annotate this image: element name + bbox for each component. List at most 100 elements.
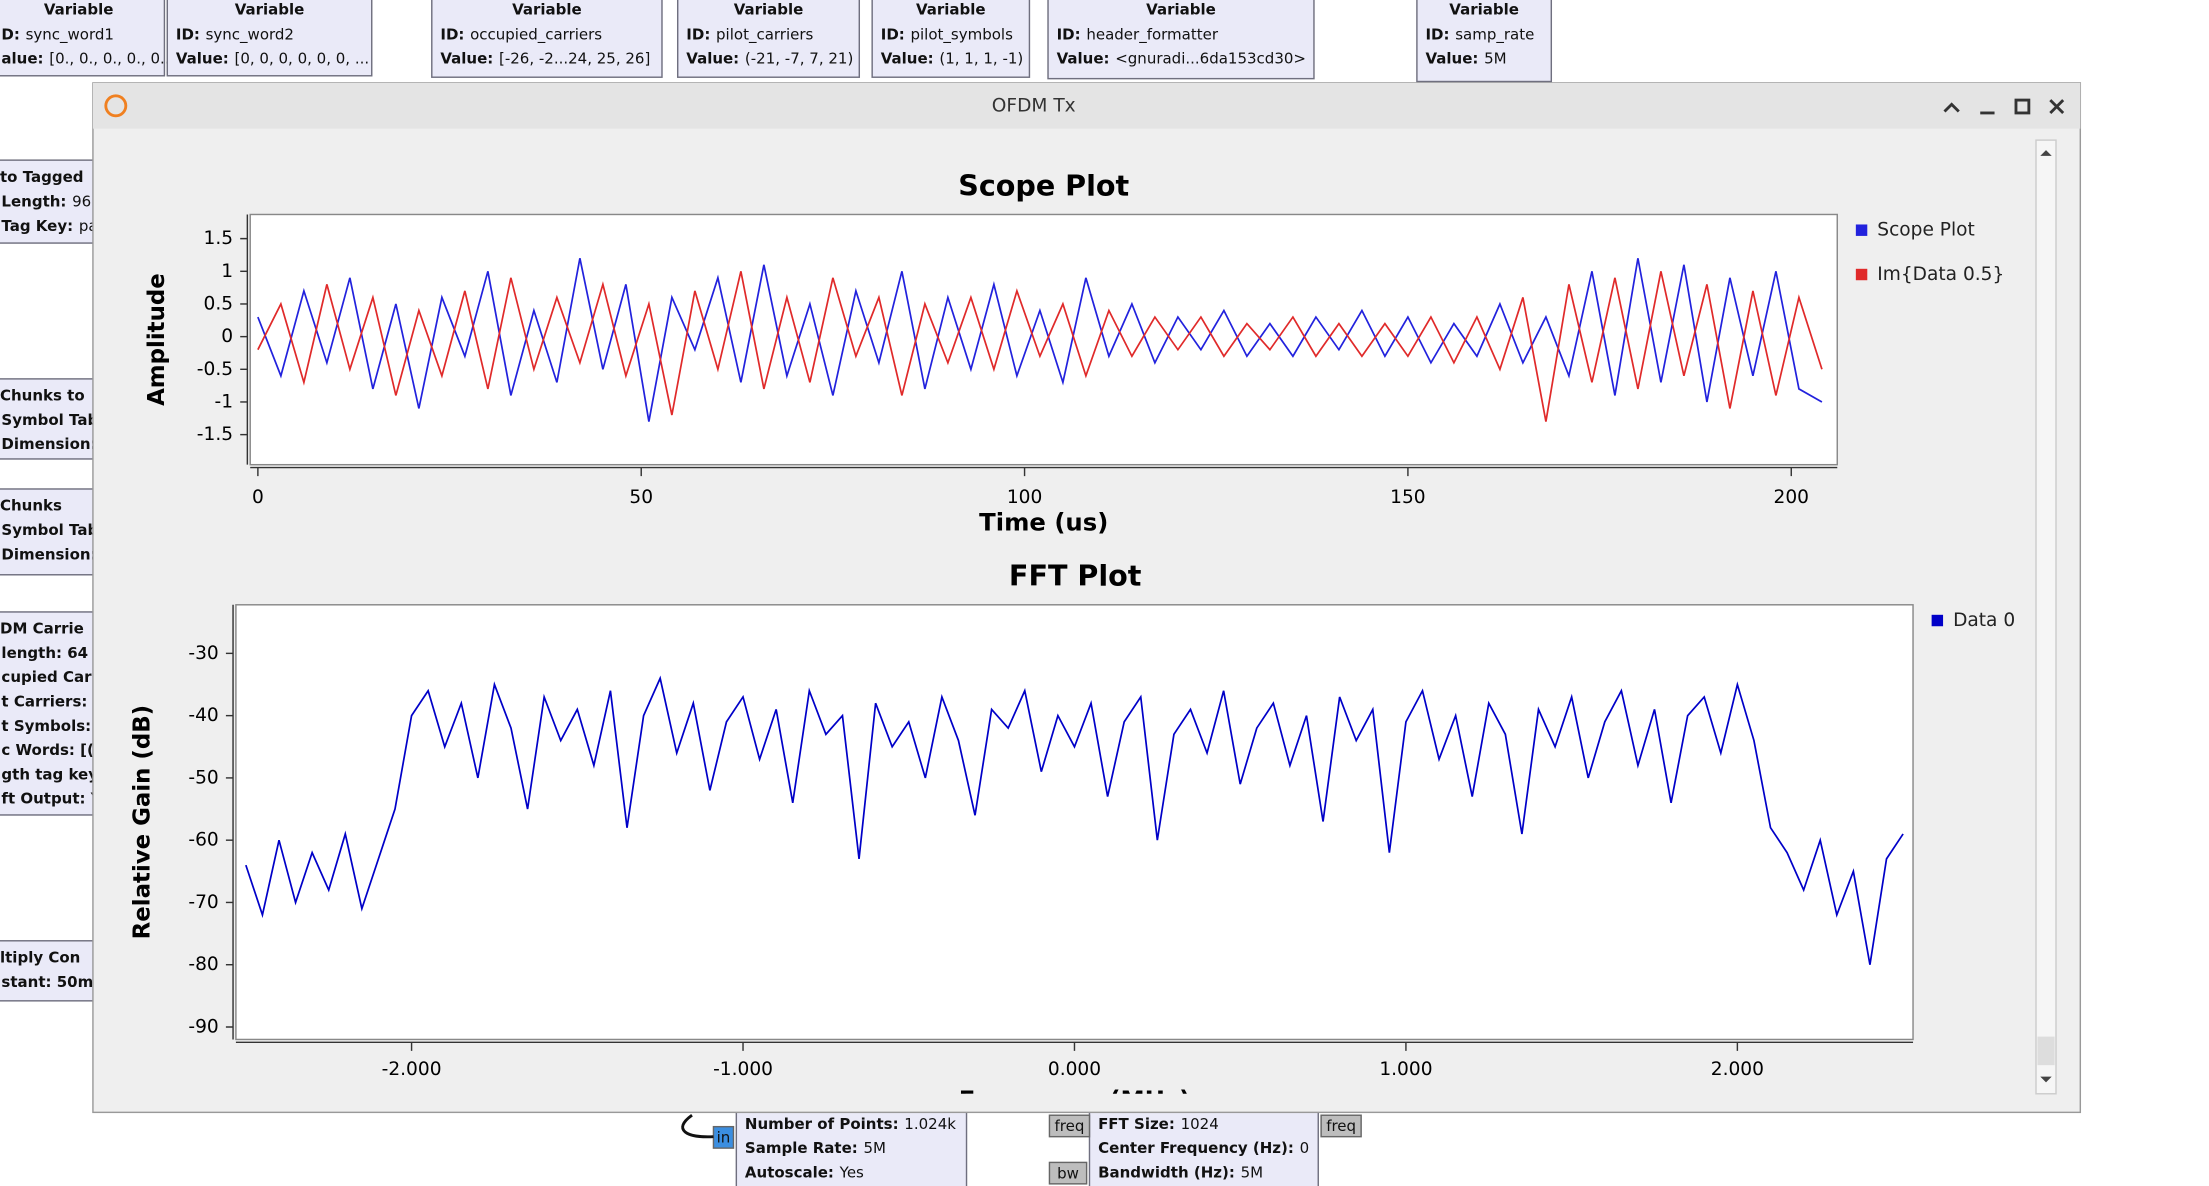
param-label: ID: bbox=[1057, 25, 1081, 43]
param-value: [0, 0, 0, 0, 0, 0, ... bbox=[234, 49, 369, 67]
param-label: Value: bbox=[176, 49, 229, 67]
block-line: ID: pilot_symbols bbox=[881, 25, 1013, 44]
block: Chunks Symbol Tab Dimension: bbox=[0, 488, 101, 576]
param-value: [-26, -2...24, 25, 26] bbox=[499, 49, 650, 67]
block-box bbox=[166, 0, 373, 77]
block-line: Symbol Tab bbox=[1, 411, 98, 429]
block-box bbox=[1047, 0, 1315, 80]
block-title: Variable bbox=[1449, 1, 1519, 19]
x-axis-label: Frequency (MHz) bbox=[959, 1085, 1191, 1114]
block: Variable ID: pilot_symbols Value: (1, 1, 1, … bbox=[871, 0, 1031, 78]
restore-button[interactable] bbox=[2014, 98, 2031, 115]
scrollbar-thumb[interactable] bbox=[2037, 1036, 2055, 1066]
x-tick-label: 200 bbox=[1774, 487, 1809, 508]
y-axis-label: Amplitude bbox=[144, 273, 170, 406]
legend-label: Scope Plot bbox=[1877, 220, 1975, 241]
param-label: Value: bbox=[1057, 49, 1110, 67]
block-title: to Tagged bbox=[0, 168, 84, 186]
x-tick-label: -2.000 bbox=[382, 1059, 442, 1080]
block-line: Value: <gnuradi...6da153cd30> bbox=[1057, 49, 1306, 67]
block-line: t Symbols: bbox=[1, 717, 91, 735]
block-box bbox=[871, 0, 1031, 78]
block-line: Bandwidth (Hz): 5M bbox=[1098, 1163, 1263, 1181]
block: DM Carrie length: 64 cupied Carr t Carriers… bbox=[0, 611, 103, 816]
block-line: Tag Key: pa bbox=[1, 216, 97, 234]
param-value: 5M bbox=[1484, 49, 1507, 67]
title-bar bbox=[92, 82, 2081, 129]
y-tick-label: 1.5 bbox=[204, 228, 234, 249]
param-value: Yes bbox=[839, 1163, 864, 1181]
series-line bbox=[257, 258, 1823, 422]
param-label: Bandwidth (Hz): bbox=[1098, 1163, 1235, 1181]
legend-swatch bbox=[1931, 614, 1944, 627]
param-label: D: bbox=[1, 25, 19, 43]
legend-label: Im{Data 0.5} bbox=[1877, 264, 2004, 285]
maximize-button[interactable] bbox=[1943, 102, 1960, 113]
param-label: Value: bbox=[881, 49, 934, 67]
param-value: [0., 0., 0., 0., 0... bbox=[49, 49, 174, 67]
block-box bbox=[1416, 0, 1553, 83]
plots: Scope Plot Amplitude Time (us) 1.5 1 0.5 0 -0.5… bbox=[129, 168, 2015, 1114]
param-value: <gnuradi...6da153cd30> bbox=[1115, 49, 1306, 67]
block-title: Variable bbox=[512, 1, 582, 19]
x-tick-label: 50 bbox=[629, 487, 653, 508]
block: Number of Points: 1.024k Sample Rate: 5M Aut… bbox=[712, 1100, 968, 1186]
scrollbar[interactable] bbox=[2035, 139, 2057, 1095]
block-line: Autoscale: Yes bbox=[745, 1163, 864, 1181]
block-line: Length: 96 bbox=[1, 192, 91, 210]
port-label: freq bbox=[1055, 1117, 1085, 1135]
param-value: 0 bbox=[1300, 1139, 1310, 1157]
block-box bbox=[0, 611, 101, 816]
param-label: ID: bbox=[440, 25, 464, 43]
param-label: ID: bbox=[176, 25, 200, 43]
block: Chunks to Symbol Tab Dimension: bbox=[0, 378, 101, 460]
param-label: alue: bbox=[1, 49, 43, 67]
x-tick-label: 100 bbox=[1007, 487, 1042, 508]
param-value: 5M bbox=[1241, 1163, 1264, 1181]
param-value: pilot_carriers bbox=[716, 25, 813, 44]
y-tick-label: -1 bbox=[215, 391, 234, 412]
y-tick-label: -90 bbox=[188, 1016, 218, 1037]
block: Variable ID: occupied_carriers Value: [-26, … bbox=[431, 0, 663, 78]
param-value: (-21, -7, 7, 21) bbox=[745, 49, 853, 67]
block-line: stant: 50m bbox=[1, 973, 93, 991]
block-line: Value: [-26, -2...24, 25, 26] bbox=[440, 49, 650, 67]
param-value: sync_word2 bbox=[206, 25, 294, 44]
block-line: ID: sync_word2 bbox=[176, 25, 294, 44]
param-value: pilot_symbols bbox=[910, 25, 1013, 44]
block-box bbox=[735, 1100, 968, 1186]
param-value: sync_word1 bbox=[26, 25, 114, 44]
y-tick-label: -0.5 bbox=[197, 359, 233, 380]
close-button[interactable] bbox=[2049, 99, 2065, 114]
block-line: FFT Size: 1024 bbox=[1098, 1114, 1219, 1132]
block-line: Value: (-21, -7, 7, 21) bbox=[686, 49, 853, 67]
x-tick-label: 1.000 bbox=[1379, 1059, 1432, 1080]
block-box bbox=[1088, 1100, 1319, 1186]
block-line: Symbol Tab bbox=[1, 521, 98, 539]
legend-label: Data 0 bbox=[1953, 610, 2015, 631]
param-label: Tag Key: bbox=[1, 216, 73, 234]
block-title: Chunks to bbox=[0, 387, 85, 405]
param-label: Center Frequency (Hz): bbox=[1098, 1139, 1294, 1157]
window-title: OFDM Tx bbox=[992, 95, 1076, 116]
param-value: (1, 1, 1, -1) bbox=[939, 49, 1023, 67]
block-line: ID: header_formatter bbox=[1057, 25, 1219, 44]
param-label: Number of Points: bbox=[745, 1114, 899, 1132]
block-line: ID: pilot_carriers bbox=[686, 25, 813, 44]
block-title: Variable bbox=[44, 1, 114, 19]
param-label: ID: bbox=[881, 25, 905, 43]
param-label: Autoscale: bbox=[745, 1163, 834, 1181]
param-label: Length: bbox=[1, 192, 66, 210]
block: Variable ID: sync_word2 Value: [0, 0, 0, 0, … bbox=[166, 0, 373, 77]
connection bbox=[681, 1114, 714, 1139]
legend-swatch bbox=[1855, 224, 1868, 236]
param-value: samp_rate bbox=[1455, 25, 1534, 44]
block: Variable ID: pilot_carriers Value: (-21, -7,… bbox=[676, 0, 861, 78]
block: Variable D: sync_word1 alue: [0., 0., 0., 0.… bbox=[0, 0, 174, 77]
plot-area bbox=[249, 213, 1838, 466]
x-tick-label: -1.000 bbox=[713, 1059, 773, 1080]
app-icon bbox=[104, 94, 128, 118]
flowgraph: Variable D: sync_word1 alue: [0., 0., 0., 0.… bbox=[0, 0, 1553, 1186]
